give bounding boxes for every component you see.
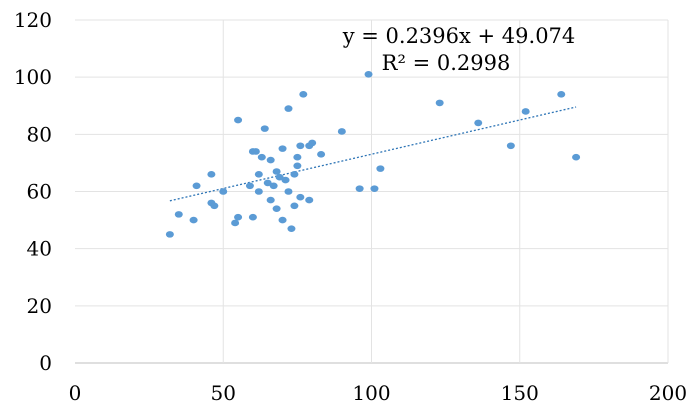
data-point <box>290 202 299 210</box>
data-point <box>269 182 278 190</box>
trendline-equation: y = 0.2396x + 49.074 <box>342 24 576 48</box>
data-points <box>165 71 581 238</box>
data-point <box>272 205 281 212</box>
data-point <box>317 151 326 158</box>
data-point <box>278 216 287 224</box>
data-point <box>231 219 240 227</box>
data-point <box>435 99 444 107</box>
x-tick-label: 50 <box>211 381 236 403</box>
data-point <box>337 128 346 135</box>
x-tick-label: 0 <box>69 381 82 403</box>
data-point <box>557 91 566 98</box>
data-point <box>272 168 281 175</box>
data-point <box>308 139 317 147</box>
data-point <box>189 216 198 224</box>
data-point <box>287 225 296 232</box>
data-point <box>219 188 228 195</box>
gridlines <box>75 19 669 364</box>
data-point <box>263 179 272 187</box>
trendline <box>169 106 577 202</box>
data-point <box>245 182 254 190</box>
x-tick-label: 150 <box>501 381 539 403</box>
data-point <box>254 171 263 178</box>
data-point <box>251 148 260 155</box>
data-point <box>293 162 302 170</box>
data-point <box>281 176 290 184</box>
trendline-line <box>169 106 577 202</box>
data-point <box>248 213 257 221</box>
data-point <box>234 116 243 124</box>
data-point <box>506 142 515 150</box>
y-tick-label: 120 <box>14 8 52 32</box>
tick-labels: 0 20 40 60 80 100 120 0 50 100 150 200 <box>14 8 687 403</box>
data-point <box>355 185 364 192</box>
data-point <box>572 153 581 161</box>
y-tick-label: 80 <box>27 122 52 146</box>
data-point <box>266 196 275 204</box>
data-point <box>266 156 275 164</box>
data-point <box>474 119 483 127</box>
data-point <box>293 153 302 161</box>
data-point <box>234 213 243 221</box>
data-point <box>260 125 269 132</box>
data-point <box>210 202 219 210</box>
y-tick-label: 60 <box>27 180 52 204</box>
data-point <box>207 171 216 178</box>
data-point <box>257 153 266 161</box>
trendline-r-squared: R² = 0.2998 <box>382 51 511 75</box>
data-point <box>296 142 305 150</box>
data-point <box>284 188 293 195</box>
y-tick-label: 40 <box>27 237 52 261</box>
data-point <box>278 145 287 152</box>
x-tick-label: 100 <box>352 381 390 403</box>
y-tick-label: 100 <box>14 65 52 89</box>
data-point <box>290 171 299 178</box>
data-point <box>299 91 308 98</box>
x-tick-label: 200 <box>649 381 687 403</box>
y-tick-label: 0 <box>39 351 52 375</box>
data-point <box>284 105 293 112</box>
data-point <box>521 108 530 115</box>
data-point <box>275 173 284 181</box>
data-point <box>370 185 379 192</box>
data-point <box>376 165 385 172</box>
data-point <box>364 71 373 78</box>
data-point <box>174 211 183 218</box>
data-point <box>296 193 305 201</box>
data-point <box>305 196 314 204</box>
data-point <box>165 231 174 238</box>
data-point <box>254 188 263 195</box>
y-tick-label: 20 <box>27 294 52 318</box>
data-point <box>192 182 201 190</box>
